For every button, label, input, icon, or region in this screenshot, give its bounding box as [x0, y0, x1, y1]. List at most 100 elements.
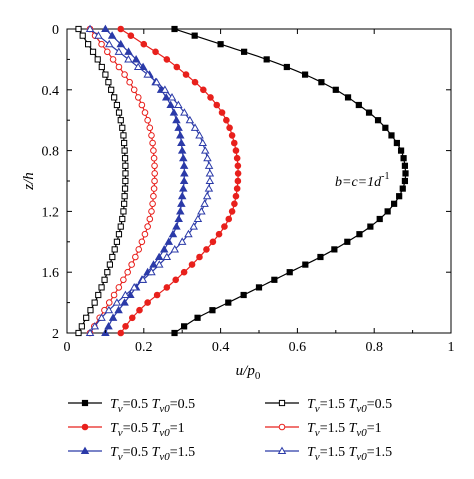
data-point [85, 24, 95, 33]
data-point [283, 63, 290, 71]
data-point [197, 206, 206, 215]
legend-item: Tv=1.5 Tv0=1 [265, 421, 382, 439]
legend-label-part: v [118, 451, 123, 463]
data-point [115, 63, 123, 71]
data-point [83, 314, 90, 321]
legend-item: Tv=1.5 Tv0=0.5 [265, 397, 392, 415]
data-point [120, 276, 127, 284]
data-point [179, 161, 189, 169]
annotation: b=c=1d-1 [335, 171, 389, 190]
data-point [78, 323, 85, 330]
data-point [114, 305, 123, 314]
legend-item: Tv=0.5 Tv0=0.5 [68, 397, 195, 415]
legend-label-part: T [152, 445, 161, 460]
data-point [138, 62, 148, 71]
data-point [147, 267, 156, 276]
data-point [172, 276, 180, 284]
data-point [376, 215, 383, 223]
data-point [149, 260, 158, 268]
data-point [234, 170, 242, 177]
data-point [75, 25, 82, 33]
legend-label-part: =0.5 [367, 397, 392, 412]
data-point [228, 208, 236, 215]
data-point [169, 108, 179, 116]
legend-label-part: T [349, 445, 358, 460]
series-1 [171, 25, 409, 337]
data-point [124, 54, 133, 63]
data-point [102, 71, 109, 78]
data-point [168, 229, 178, 238]
data-point [180, 268, 188, 276]
data-point [122, 170, 129, 177]
data-point [128, 261, 135, 268]
data-point [91, 299, 98, 306]
data-point [203, 153, 212, 162]
legend-label-part: v0 [356, 427, 367, 439]
data-point [113, 101, 121, 109]
data-point [396, 193, 403, 200]
data-point [151, 177, 158, 185]
data-point [193, 214, 203, 223]
data-point [85, 41, 92, 48]
data-point [148, 132, 155, 139]
data-point [124, 268, 131, 276]
data-point [101, 276, 108, 283]
data-point [163, 284, 171, 291]
data-point [317, 253, 324, 261]
data-point [153, 291, 161, 299]
legend-label: Tv=0.5 Tv0=1.5 [110, 445, 195, 463]
data-point [159, 244, 169, 253]
data-point [171, 25, 178, 33]
legend-label-part: v0 [159, 427, 170, 439]
data-point [119, 215, 126, 223]
data-point [205, 168, 215, 177]
data-point [231, 200, 238, 208]
y-tick-label: 1.2 [42, 205, 60, 220]
legend-marker [80, 446, 90, 455]
data-point [150, 154, 158, 162]
data-point [111, 246, 118, 253]
data-point [122, 323, 129, 330]
legend-label: Tv=1.5 Tv0=1.5 [307, 445, 392, 463]
data-point [101, 24, 110, 33]
data-point [172, 222, 181, 230]
data-point [393, 139, 400, 147]
data-point [401, 177, 409, 185]
data-point [230, 139, 238, 147]
data-point [177, 146, 187, 154]
data-point [318, 79, 325, 86]
legend-label-part: =0.5 [123, 445, 148, 460]
data-point [149, 139, 156, 147]
data-point [225, 299, 232, 306]
data-point [205, 176, 215, 185]
legend-item: Tv=0.5 Tv0=1 [68, 421, 185, 439]
data-point [176, 206, 185, 215]
legend-item: Tv=1.5 Tv0=1.5 [265, 445, 392, 463]
data-point [89, 48, 97, 55]
data-point [109, 253, 116, 261]
data-point [401, 162, 409, 169]
legend-label-part: v [315, 427, 320, 439]
data-point [200, 146, 210, 154]
data-point [174, 100, 183, 109]
data-point [94, 56, 101, 63]
data-point [127, 32, 135, 39]
data-point [331, 246, 338, 253]
data-point [119, 124, 126, 131]
data-point [384, 208, 391, 215]
data-point [144, 299, 151, 306]
data-point [151, 162, 158, 170]
data-point [138, 238, 146, 246]
data-point [117, 117, 124, 124]
data-point [133, 62, 143, 71]
legend-label-part: T [307, 421, 316, 436]
data-point [95, 291, 102, 299]
data-point [108, 86, 115, 93]
legend-label: Tv=0.5 Tv0=1 [110, 421, 185, 439]
data-point [79, 32, 86, 39]
data-point [184, 229, 193, 238]
x-axis-label-sub: 0 [255, 370, 261, 382]
data-point [286, 269, 293, 276]
data-point [131, 54, 141, 63]
